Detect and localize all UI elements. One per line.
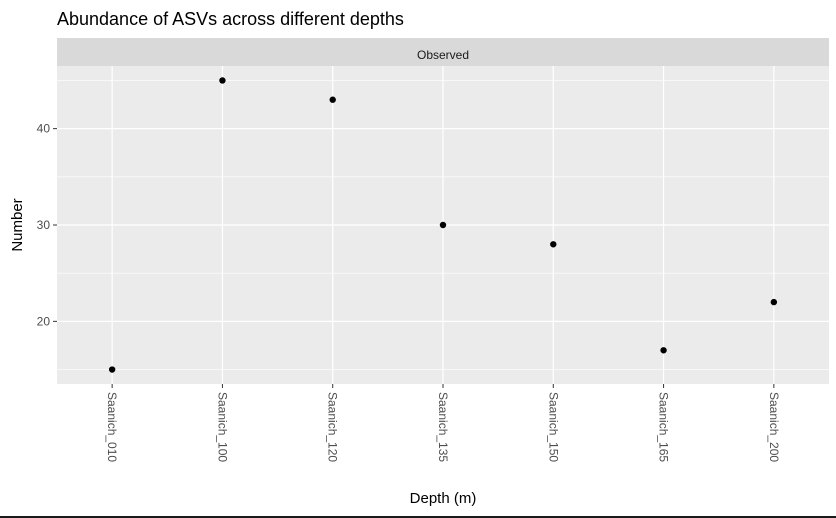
facet-strip [57, 38, 829, 66]
x-tick-label: Saanich_120 [326, 392, 340, 462]
bottom-border [0, 516, 836, 518]
y-tick-label: 30 [37, 218, 51, 232]
data-point [660, 347, 667, 354]
y-tick-label: 20 [37, 314, 51, 328]
data-point [770, 298, 778, 306]
data-point [219, 77, 226, 84]
data-point [329, 96, 336, 103]
x-tick-label: Saanich_165 [657, 392, 671, 462]
data-point [108, 366, 116, 373]
facet-strip-label: Observed [417, 48, 469, 62]
x-tick-label: Saanich_010 [105, 392, 119, 462]
y-tick-label: 40 [37, 122, 51, 136]
x-axis: Saanich_010 Saanich_100 Saanich_120 Saanich… [105, 384, 781, 462]
data-points [108, 77, 778, 373]
data-point [439, 221, 447, 229]
x-tick-label: Saanich_200 [767, 392, 781, 462]
x-tick-label: Saanich_100 [215, 392, 229, 462]
chart-title: Abundance of ASVs across different depth… [57, 9, 404, 29]
y-axis-title: Number [9, 198, 26, 251]
x-axis-title: Depth (m) [410, 490, 477, 507]
y-axis: 20 30 40 [37, 122, 57, 328]
x-tick-label: Saanich_150 [546, 392, 560, 462]
data-point [550, 241, 557, 248]
x-tick-label: Saanich_135 [436, 392, 450, 462]
